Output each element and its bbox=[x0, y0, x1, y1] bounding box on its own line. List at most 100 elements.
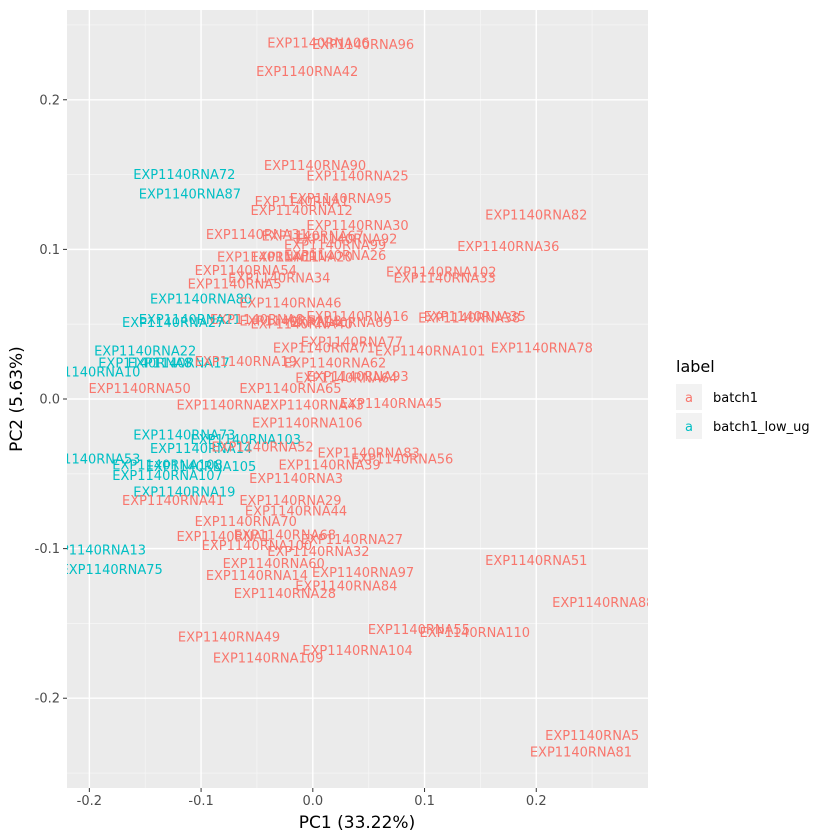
point-label-batch1: EXP1140RNA84 bbox=[295, 580, 397, 595]
point-label-batch1_low_ug: EXP1140RNA19 bbox=[133, 485, 235, 500]
point-label-batch1: EXP1140RNA1 bbox=[176, 530, 270, 545]
point-label-batch1: EXP1140RNA100 bbox=[202, 539, 313, 554]
point-label-batch1_low_ug: EXP1140RNA75 bbox=[61, 563, 163, 578]
point-label-batch1: EXP1140RNA83 bbox=[318, 446, 420, 461]
point-label-batch1_low_ug: EXP1140RNA53 bbox=[38, 452, 140, 467]
point-label-batch1: EXP1140RNA16 bbox=[306, 310, 408, 325]
point-label-batch1: EXP1140RNA11 bbox=[217, 250, 319, 265]
point-label-batch1: EXP1140RNA56 bbox=[351, 452, 453, 467]
point-label-batch1: EXP1140RNA45 bbox=[340, 397, 442, 412]
point-label-batch1: EXP1140RNA65 bbox=[239, 382, 341, 397]
point-label-batch1: EXP1140RNA8 bbox=[210, 313, 304, 328]
point-label-batch1: EXP1140RNA52 bbox=[211, 440, 313, 455]
x-tick-label: 0.1 bbox=[414, 794, 435, 809]
point-label-batch1: EXP1140RNA93 bbox=[306, 370, 408, 385]
y-tick-label: -0.1 bbox=[35, 542, 60, 557]
point-label-batch1_low_ug: EXP1140RNA17 bbox=[128, 357, 230, 372]
point-label-batch1: EXP1140RNA92 bbox=[295, 232, 397, 247]
point-label-batch1: EXP1140RNA50 bbox=[89, 382, 191, 397]
point-label-batch1: EXP1140RNA29 bbox=[239, 494, 341, 509]
point-label-batch1: EXP1140RNA51 bbox=[485, 554, 587, 569]
point-label-batch1_low_ug: EXP1140RNA108 bbox=[112, 458, 223, 473]
point-label-batch1: EXP1140RNA49 bbox=[178, 630, 280, 645]
point-label-batch1: EXP1140RNA67 bbox=[262, 229, 364, 244]
point-label-batch1: EXP1140RNA36 bbox=[457, 240, 559, 255]
point-label-batch1: EXP1140RNA43 bbox=[262, 398, 364, 413]
legend-label-batch1_low_ug: batch1_low_ug bbox=[713, 420, 810, 435]
point-label-batch1: EXP1140RNA34 bbox=[228, 271, 330, 286]
point-label-batch1: EXP1140RNA28 bbox=[234, 587, 336, 602]
point-label-batch1: EXP1140RNA62 bbox=[284, 357, 386, 372]
legend-glyph-batch1_low_ug: a bbox=[685, 420, 693, 435]
point-label-batch1: EXP1140RNA20 bbox=[251, 250, 353, 265]
point-label-batch1: EXP1140RNA5 bbox=[188, 277, 282, 292]
point-label-batch1: EXP1140RNA88 bbox=[552, 596, 654, 611]
point-label-batch1: EXP1140RNA5 bbox=[545, 729, 639, 744]
point-label-batch1: EXP1140RNA71 bbox=[273, 342, 375, 357]
point-label-batch1: EXP1140RNA55 bbox=[368, 623, 470, 638]
point-label-batch1_low_ug: EXP1140RNA22 bbox=[94, 345, 196, 360]
point-label-batch1: EXP1140RNA1 bbox=[255, 195, 349, 210]
point-label-batch1_low_ug: EXP1140RNA10 bbox=[38, 366, 140, 381]
watermark: 知乎 @Beccaliii bbox=[642, 794, 794, 817]
point-label-batch1: EXP1140RNA46 bbox=[239, 297, 341, 312]
point-label-batch1_low_ug: EXP1140RNA105 bbox=[146, 460, 257, 475]
point-label-batch1: EXP1140RNA95 bbox=[290, 192, 392, 207]
point-label-batch1_low_ug: EXP1140RNA21 bbox=[139, 313, 241, 328]
y-tick-label: 0.0 bbox=[39, 393, 60, 408]
point-label-batch1: EXP1140RNA2 bbox=[176, 398, 270, 413]
y-axis: -0.2 -0.1 0.0 0.1 0.2 bbox=[35, 93, 67, 707]
x-tick-label: -0.1 bbox=[188, 794, 213, 809]
legend-key-batch1_low_ug bbox=[676, 413, 702, 439]
x-tick-label: -0.2 bbox=[77, 794, 102, 809]
point-label-batch1: EXP1140RNA14 bbox=[206, 569, 308, 584]
point-label-batch1: EXP1140RNA101 bbox=[375, 345, 486, 360]
point-label-batch1: EXP1140RNA25 bbox=[306, 170, 408, 185]
point-label-batch1: EXP1140RNA19 bbox=[195, 355, 297, 370]
point-label-batch1: EXP1140RNA106 bbox=[252, 416, 363, 431]
point-label-batch1: EXP1140RNA81 bbox=[530, 746, 632, 761]
legend-key-batch1 bbox=[676, 384, 702, 410]
point-label-batch1_low_ug: EXP1140RNA73 bbox=[133, 428, 235, 443]
point-label-batch1: EXP1140RNA60 bbox=[223, 557, 325, 572]
point-label-batch1: EXP1140RNA69 bbox=[290, 316, 392, 331]
point-label-batch1: EXP1140RNA109 bbox=[213, 651, 324, 666]
point-label-batch1: EXP1140RNA90 bbox=[264, 159, 366, 174]
point-label-batch1: EXP1140RNA68 bbox=[234, 529, 336, 544]
point-label-batch1: EXP1140RNA48 bbox=[239, 315, 341, 330]
point-label-batch1: EXP1140RNA26 bbox=[284, 249, 386, 264]
point-label-batch1: EXP1140RNA64 bbox=[295, 372, 397, 387]
y-tick-label: 0.2 bbox=[39, 93, 60, 108]
y-axis-title: PC2 (5.63%) bbox=[7, 346, 27, 452]
point-label-batch1_low_ug: EXP1140RNA80 bbox=[150, 292, 252, 307]
point-label-batch1: EXP1140RNA42 bbox=[256, 65, 358, 80]
point-label-batch1: EXP1140RNA40 bbox=[251, 318, 353, 333]
point-label-batch1_low_ug: EXP1140RNA8 bbox=[98, 357, 192, 372]
point-label-batch1_low_ug: EXP1140RNA27 bbox=[122, 316, 224, 331]
point-label-batch1: EXP1140RNA96 bbox=[312, 38, 414, 53]
point-label-batch1: EXP1140RNA99 bbox=[284, 238, 386, 253]
point-label-batch1: EXP1140RNA97 bbox=[312, 566, 414, 581]
point-label-batch1: EXP1140RNA41 bbox=[122, 494, 224, 509]
point-label-batch1: EXP1140RNA38 bbox=[418, 312, 520, 327]
point-label-batch1: EXP1140RNA3 bbox=[249, 472, 343, 487]
point-label-batch1: EXP1140RNA104 bbox=[302, 644, 413, 659]
point-label-batch1: EXP1140RNA39 bbox=[278, 458, 380, 473]
point-label-batch1: EXP1140RNA102 bbox=[386, 265, 497, 280]
point-label-batch1: EXP1140RNA70 bbox=[195, 515, 297, 530]
point-label-batch1: EXP1140RNA35 bbox=[424, 310, 526, 325]
y-tick-label: -0.2 bbox=[35, 692, 60, 707]
y-tick-label: 0.1 bbox=[39, 243, 60, 258]
point-label-batch1: EXP1140RNA06 bbox=[267, 36, 369, 51]
legend-entries: a batch1 a batch1_low_ug bbox=[676, 384, 810, 439]
x-axis-title: PC1 (33.22%) bbox=[299, 813, 415, 833]
x-tick-label: 0.0 bbox=[302, 794, 323, 809]
point-label-batch1: EXP1140RNA12 bbox=[251, 204, 353, 219]
point-label-batch1: EXP1140RNA110 bbox=[420, 626, 531, 641]
point-label-batch1: EXP1140RNA78 bbox=[491, 342, 593, 357]
grid-major bbox=[67, 10, 648, 788]
legend-label-batch1: batch1 bbox=[713, 391, 758, 406]
point-label-batch1: EXP1140RNA33 bbox=[394, 271, 496, 286]
